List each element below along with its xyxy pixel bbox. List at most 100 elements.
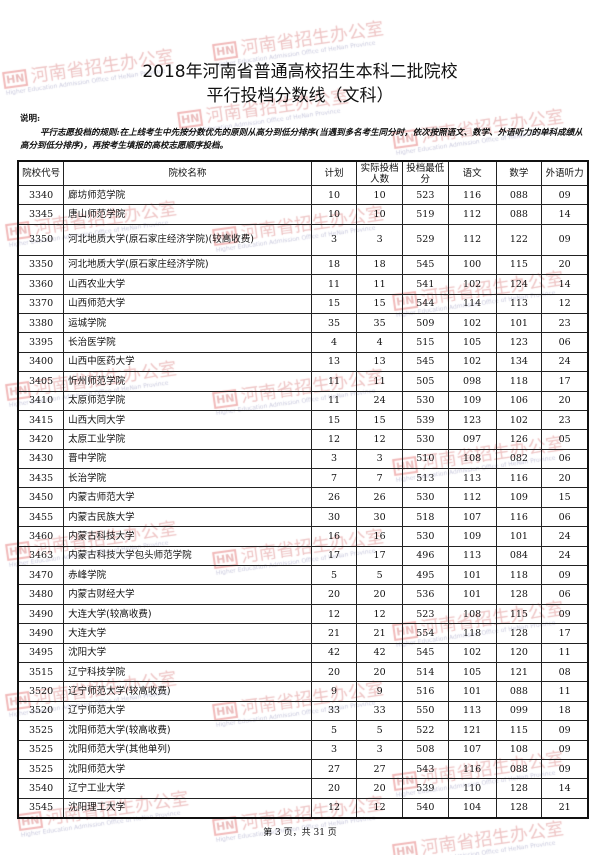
cell-foreign: 20 (541, 390, 589, 411)
cell-code: 3395 (17, 332, 65, 353)
cell-actual: 12 (356, 429, 403, 450)
cell-plan: 4 (310, 332, 358, 353)
cell-math: 088 (495, 681, 543, 702)
cell-plan: 20 (310, 661, 358, 683)
cell-chinese: 107 (447, 506, 497, 528)
cell-code: 3515 (17, 661, 65, 683)
cell-chinese: 105 (447, 332, 497, 353)
cell-code: 3420 (17, 429, 65, 450)
cell-code: 3345 (17, 204, 65, 225)
cell-plan: 5 (310, 720, 358, 741)
cell-foreign: 17 (541, 371, 589, 392)
cell-min-score: 541 (401, 274, 449, 295)
cell-chinese: 109 (447, 526, 497, 547)
cell-min-score: 529 (401, 223, 449, 256)
cell-code: 3540 (17, 778, 65, 799)
cell-math: 115 (495, 603, 543, 625)
cell-foreign: 24 (541, 526, 589, 547)
cell-name: 山西农业大学 (63, 274, 312, 295)
cell-min-score: 530 (401, 526, 449, 547)
cell-actual: 15 (356, 293, 403, 314)
table-row: 3490 大连大学 21 21 554 118 128 17 (17, 623, 589, 644)
note-text: 平行志愿投档的规则:在上线考生中先按分数优先的原则从高分到低分排序(当遇到多名考… (20, 128, 583, 151)
cell-chinese: 104 (447, 797, 497, 819)
cell-actual: 27 (356, 758, 403, 780)
cell-chinese: 101 (447, 584, 497, 605)
cell-chinese: 109 (447, 390, 497, 411)
cell-foreign: 20 (541, 468, 589, 489)
header-min-score: 投档最低分 (401, 160, 449, 186)
cell-foreign: 06 (541, 448, 589, 470)
cell-plan: 33 (310, 700, 358, 722)
table-row: 3490 大连大学(较高收费) 12 12 523 108 115 09 (17, 603, 589, 625)
cell-math: 101 (495, 526, 543, 547)
table-row: 3370 山西师范大学 15 15 544 114 113 12 (17, 293, 589, 314)
cell-math: 126 (495, 429, 543, 450)
cell-name: 沈阳理工大学 (63, 797, 312, 819)
cell-chinese: 097 (447, 429, 497, 450)
cell-chinese: 101 (447, 681, 497, 702)
table-row: 3430 晋中学院 3 3 510 108 082 06 (17, 448, 589, 470)
cell-plan: 11 (310, 274, 358, 295)
cell-math: 109 (495, 487, 543, 508)
table-row: 3520 辽宁师范大学(较高收费) 9 9 516 101 088 11 (17, 681, 589, 702)
cell-name: 内蒙古科技大学包头师范学院 (63, 545, 312, 567)
cell-actual: 33 (356, 700, 403, 722)
cell-code: 3525 (17, 758, 65, 780)
cell-math: 128 (495, 797, 543, 819)
cell-name: 沈阳师范大学 (63, 758, 312, 780)
table-row: 3405 忻州师范学院 11 11 505 098 118 17 (17, 371, 589, 392)
cell-name: 运城学院 (63, 312, 312, 334)
cell-foreign: 14 (541, 204, 589, 225)
cell-actual: 16 (356, 526, 403, 547)
cell-foreign: 11 (541, 642, 589, 663)
cell-actual: 3 (356, 739, 403, 760)
cell-plan: 16 (310, 526, 358, 547)
header-math: 数学 (495, 160, 543, 186)
cell-name: 辽宁师范大学 (63, 700, 312, 722)
cell-min-score: 544 (401, 293, 449, 314)
cell-min-score: 530 (401, 429, 449, 450)
cell-math: 088 (495, 758, 543, 780)
table-row: 3525 沈阳师范大学 27 27 543 116 088 09 (17, 758, 589, 780)
cell-code: 3525 (17, 720, 65, 741)
page-title: 2018年河南省普通高校招生本科二批院校 (142, 62, 458, 82)
cell-code: 3545 (17, 797, 65, 819)
cell-min-score: 550 (401, 700, 449, 722)
cell-min-score: 523 (401, 184, 449, 206)
cell-actual: 42 (356, 642, 403, 663)
cell-plan: 10 (310, 184, 358, 206)
header-code: 院校代号 (17, 160, 65, 186)
cell-min-score: 513 (401, 468, 449, 489)
cell-chinese: 114 (447, 293, 497, 314)
cell-code: 3525 (17, 739, 65, 760)
table-row: 3415 山西大同大学 15 15 539 123 102 23 (17, 409, 589, 431)
cell-foreign: 11 (541, 681, 589, 702)
cell-min-score: 516 (401, 681, 449, 702)
cell-math: 084 (495, 545, 543, 567)
cell-plan: 30 (310, 506, 358, 528)
cell-min-score: 540 (401, 797, 449, 819)
cell-min-score: 539 (401, 778, 449, 799)
cell-chinese: 112 (447, 204, 497, 225)
table-header-row: 院校代号 院校名称 计划 实际投档人数 投档最低分 语文 数学 外语听力 (17, 160, 589, 186)
cell-foreign: 09 (541, 758, 589, 780)
cell-code: 3520 (17, 681, 65, 702)
cell-name: 长治医学院 (63, 332, 312, 353)
cell-code: 3495 (17, 642, 65, 663)
cell-foreign: 09 (541, 565, 589, 586)
cell-name: 内蒙古师范大学 (63, 487, 312, 508)
cell-actual: 4 (356, 332, 403, 353)
cell-actual: 5 (356, 565, 403, 586)
cell-math: 102 (495, 409, 543, 431)
cell-plan: 20 (310, 584, 358, 605)
cell-code: 3490 (17, 623, 65, 644)
cell-actual: 30 (356, 506, 403, 528)
cell-math: 088 (495, 204, 543, 225)
cell-name: 辽宁科技学院 (63, 661, 312, 683)
cell-plan: 15 (310, 409, 358, 431)
cell-name: 太原师范学院 (63, 390, 312, 411)
table-row: 3340 廊坊师范学院 10 10 523 116 088 09 (17, 184, 589, 206)
cell-actual: 18 (356, 254, 403, 276)
page-number: 第 3 页，共 31 页 (263, 828, 337, 838)
